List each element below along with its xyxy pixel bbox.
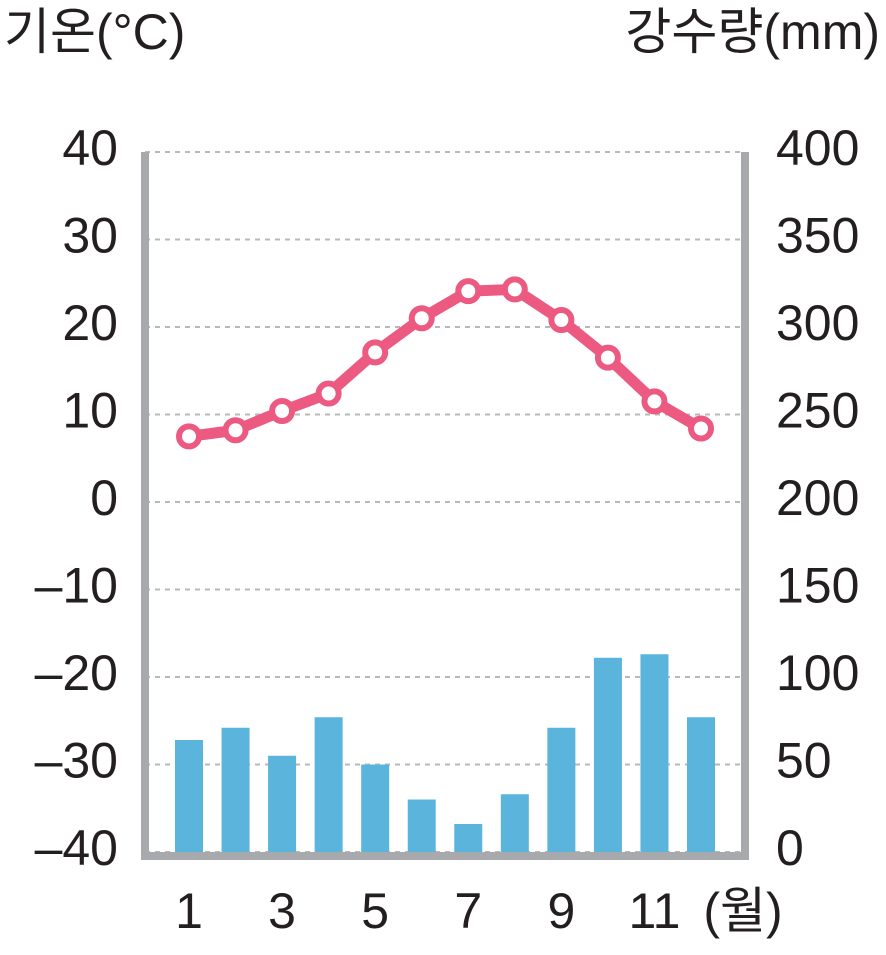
bar	[593, 657, 622, 852]
y-tick-label: 40	[62, 120, 118, 176]
temperature-point	[501, 276, 528, 303]
temperature-point	[222, 417, 249, 444]
temperature-point	[548, 307, 575, 333]
bar	[454, 824, 483, 852]
bar	[407, 799, 436, 852]
y-tick-label: –20	[35, 645, 118, 701]
y-tick-label: –10	[35, 558, 118, 614]
y-tick-label: 20	[62, 295, 118, 351]
x-tick-label: 3	[268, 883, 296, 939]
y2-tick-label: 200	[776, 470, 859, 526]
x-tick-label: 7	[454, 883, 482, 939]
y-tick-label: 10	[62, 383, 118, 439]
plot-frame	[141, 152, 749, 860]
bar	[268, 755, 297, 852]
temperature-point	[641, 388, 668, 415]
x-tick-label: 11	[629, 883, 681, 939]
y2-tick-label: 250	[776, 383, 859, 439]
y2-tick-label: 0	[776, 820, 804, 876]
y-tick-label: 0	[90, 470, 118, 526]
bar	[314, 717, 343, 852]
temperature-point	[269, 398, 296, 424]
y2-axis-title: 강수량(mm)	[625, 4, 880, 60]
bar	[547, 727, 576, 852]
y2-tick-label: 50	[776, 733, 832, 789]
temperature-point	[176, 423, 202, 450]
bar	[687, 717, 715, 852]
bar	[640, 654, 669, 852]
bar	[361, 764, 390, 852]
y2-tick-label: 150	[776, 558, 859, 614]
y2-tick-label: 100	[776, 645, 859, 701]
y2-tick-label: 350	[776, 208, 859, 264]
temperature-point	[455, 278, 482, 305]
x-axis-title: (월)	[703, 883, 782, 939]
temperature-point	[362, 339, 389, 366]
temperature-point	[408, 305, 435, 332]
temperature-point	[688, 415, 714, 442]
x-tick-label: 5	[361, 883, 389, 939]
y-tick-label: –40	[35, 820, 118, 876]
bar	[175, 740, 203, 852]
y-tick-label: 30	[62, 208, 118, 264]
y-axis-title: 기온(°C)	[4, 4, 185, 60]
x-tick-label: 1	[175, 883, 203, 939]
bar	[500, 794, 529, 852]
y2-tick-label: 400	[776, 120, 859, 176]
y-tick-label: –30	[35, 733, 118, 789]
temperature-point	[315, 380, 342, 407]
bar	[221, 727, 250, 852]
x-tick-label: 9	[547, 883, 575, 939]
y2-tick-label: 300	[776, 295, 859, 351]
temperature-point	[594, 344, 621, 371]
